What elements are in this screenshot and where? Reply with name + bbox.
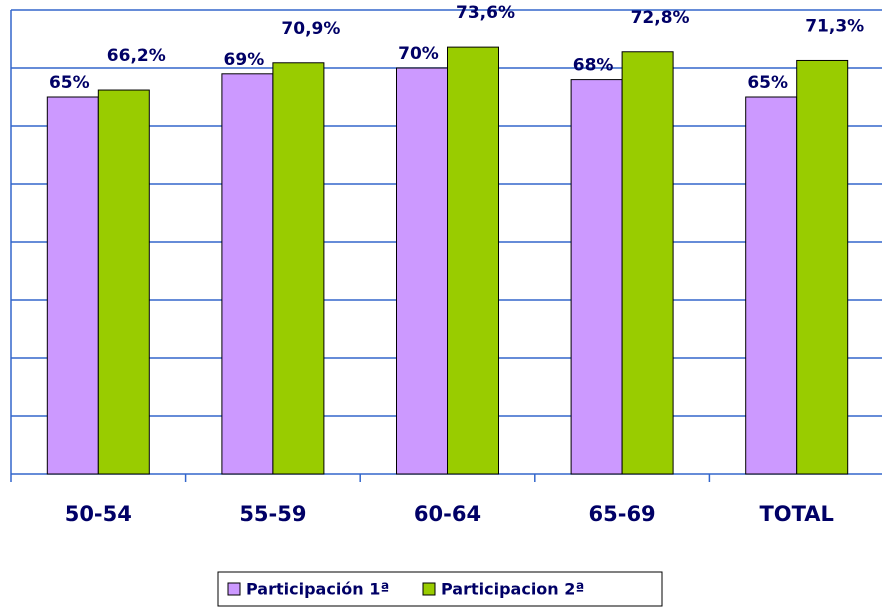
bar [570,79,623,475]
legend-label: Participación 1ª [246,580,389,599]
bar [221,73,274,475]
legend-box [217,571,663,607]
value-label: 72,8% [631,8,690,28]
legend-label: Participacion 2ª [441,580,584,599]
legend-swatch [422,582,436,596]
value-label: 69% [224,50,265,70]
value-label: 65% [49,73,90,93]
x-tick-label: 65-69 [589,502,656,526]
bar [745,96,798,475]
bar [447,46,499,475]
bar [621,51,674,475]
legend-swatch [227,582,241,596]
value-label: 66,2% [107,46,166,66]
x-tick-label: TOTAL [759,502,834,526]
value-label: 68% [573,56,614,76]
bar [46,96,99,475]
bar [97,89,150,475]
x-tick-label: 60-64 [414,502,481,526]
bar [396,67,448,475]
value-label: 71,3% [805,16,864,36]
value-label: 65% [747,73,788,93]
bar [796,59,849,475]
value-label: 73,6% [456,3,515,23]
x-tick-label: 55-59 [239,502,306,526]
value-label: 70,9% [281,19,340,39]
x-tick-label: 50-54 [65,502,132,526]
bar [272,62,325,475]
value-label: 70% [398,44,439,64]
